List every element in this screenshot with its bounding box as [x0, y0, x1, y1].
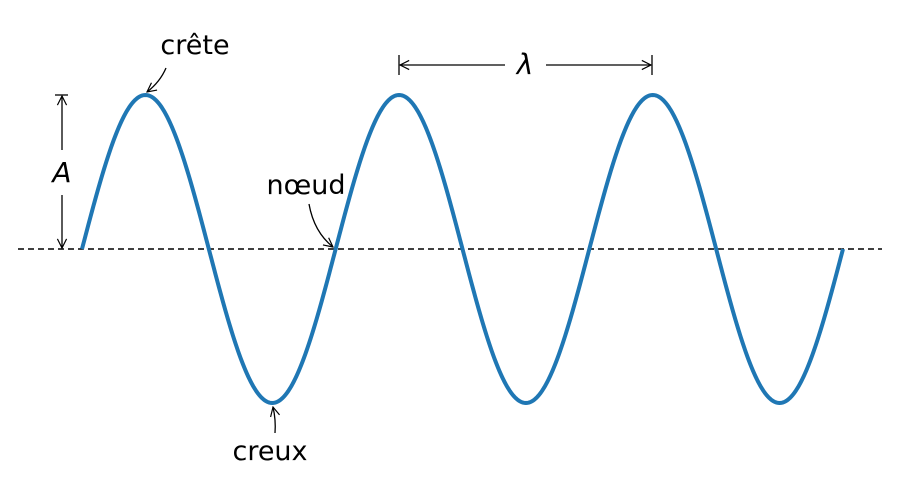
node-label: nœud: [267, 170, 346, 201]
wave-curve: [80, 93, 845, 405]
crest-label: crête: [160, 30, 229, 61]
trough-label: creux: [232, 436, 307, 467]
crest-pointer: [147, 67, 167, 92]
trough-pointer: [273, 407, 275, 434]
amplitude-label: A: [50, 156, 71, 189]
node-pointer: [308, 203, 333, 247]
wavelength-label: λ: [515, 48, 534, 81]
